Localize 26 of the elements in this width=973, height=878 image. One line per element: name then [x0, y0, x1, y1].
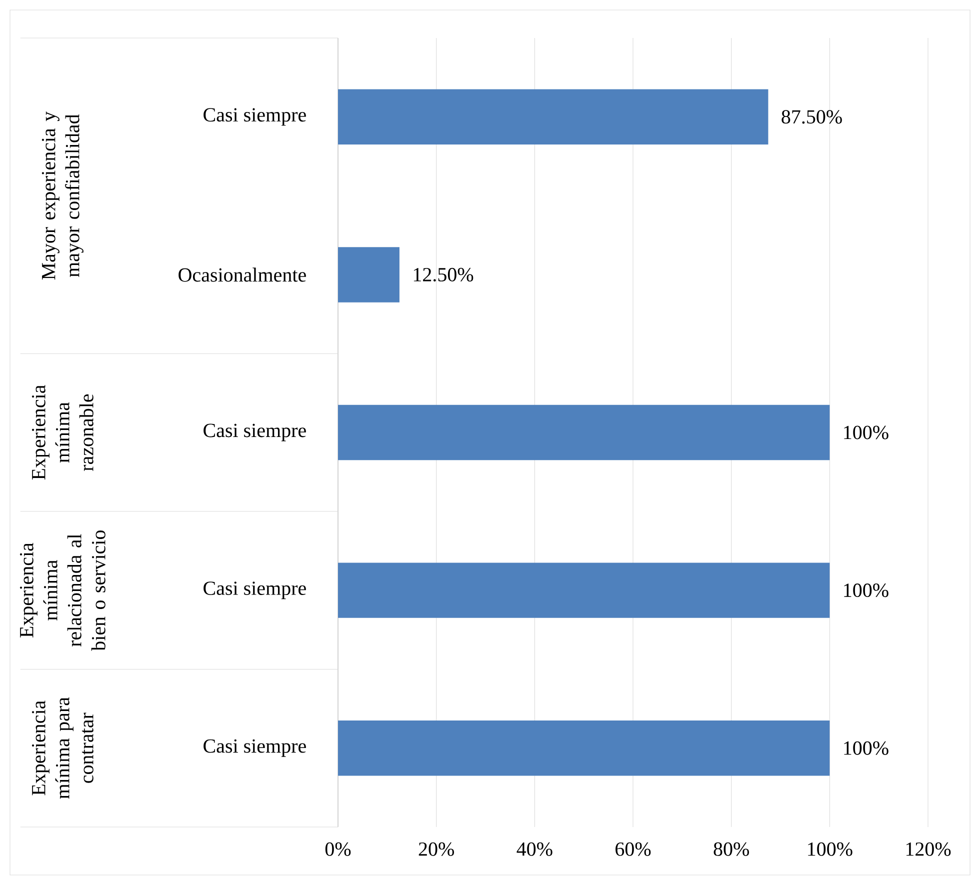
y-tick-label: Casi siempre — [204, 424, 306, 442]
x-tick-label: 120% — [906, 842, 951, 856]
bar — [338, 89, 768, 145]
x-tick-label: 100% — [808, 842, 852, 856]
text: Mayor experiencia y mayor confiabilidad — [42, 111, 84, 280]
y-tick-label: Casi siempre — [204, 108, 306, 126]
bar — [338, 562, 830, 618]
data-label: 12.50% — [414, 268, 474, 282]
data-label: 100% — [844, 584, 888, 598]
data-label: 100% — [844, 741, 888, 755]
data-label: 87.50% — [782, 110, 842, 124]
bar — [338, 247, 400, 302]
text: Experiencia mínima relacionada al bien o servicio — [20, 530, 106, 651]
y-tick-label: Casi siempre — [204, 739, 306, 757]
y-tick-label: Casi siempre — [204, 582, 306, 600]
x-tick-label: 20% — [418, 842, 454, 856]
bar — [338, 404, 830, 460]
x-tick-label: 60% — [616, 842, 651, 856]
x-tick-label: 80% — [714, 842, 749, 856]
x-tick-label: 40% — [516, 842, 552, 856]
data-label: 100% — [844, 426, 888, 440]
text: Experiencia mínima razonable — [32, 385, 94, 480]
y-tick-label: Ocasionalmente — [178, 268, 306, 282]
x-tick-label: 0% — [325, 842, 351, 856]
text: Experiencia mínima para contratar — [32, 697, 94, 799]
bar — [338, 720, 830, 776]
